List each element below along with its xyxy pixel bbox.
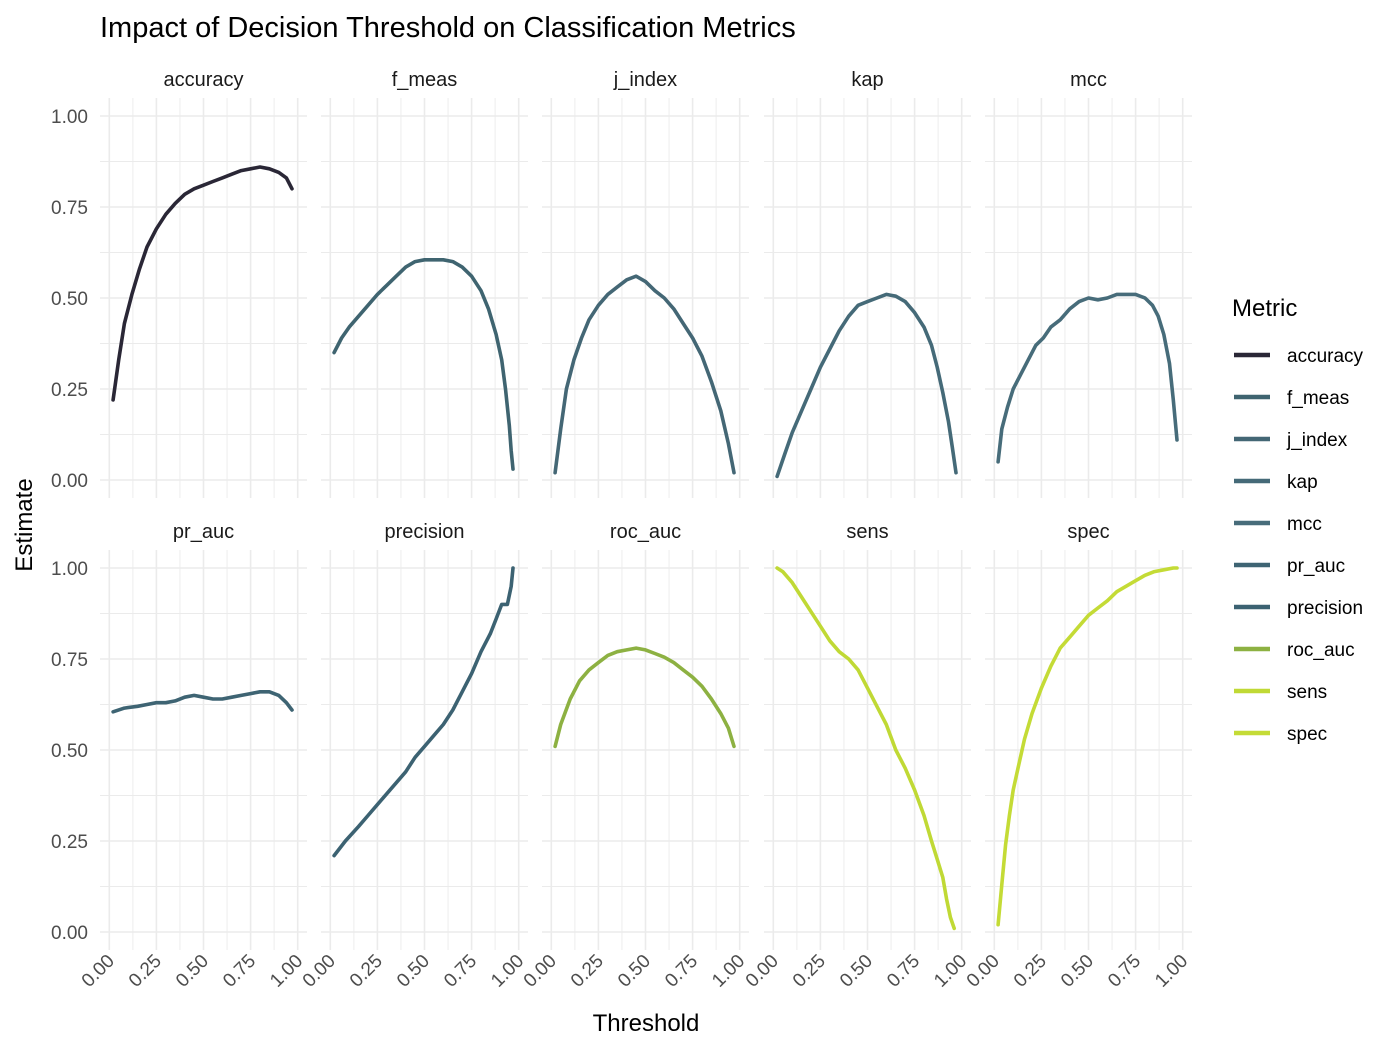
legend-item-mcc: mcc — [1234, 514, 1322, 535]
facet-panel-mcc: mcc — [985, 69, 1192, 498]
facet-panel-sens: sens 0.00 0.25 0.50 0.75 1.00 — [742, 521, 971, 992]
facet-label-f_meas: f_meas — [392, 69, 458, 91]
legend-label-f_meas: f_meas — [1287, 388, 1349, 409]
legend-title: Metric — [1232, 295, 1297, 322]
series-line-kap — [775, 292, 958, 479]
x-axis-title: Threshold — [593, 1010, 700, 1037]
x-tick-label: 0.75 — [1104, 951, 1145, 992]
legend-item-f_meas: f_meas — [1234, 388, 1349, 409]
legend-item-roc_auc: roc_auc — [1234, 640, 1355, 661]
facet-label-accuracy: accuracy — [163, 69, 243, 91]
x-tick-label: 0.00 — [963, 951, 1004, 992]
series-line-sens — [775, 566, 957, 931]
facet-panel-roc_auc: roc_auc 0.00 0.25 0.50 0.75 1.00 — [520, 521, 749, 992]
series-line-accuracy — [111, 165, 294, 402]
facet-label-mcc: mcc — [1070, 69, 1107, 91]
facet-label-kap: kap — [851, 69, 883, 91]
x-tick-label: 0.50 — [172, 951, 213, 992]
series-line-roc_auc — [553, 646, 736, 749]
y-axis-title: Estimate — [11, 478, 38, 571]
y-tick-label: 0.25 — [51, 832, 88, 853]
x-tick-label: 0.25 — [125, 951, 166, 992]
x-tick-label: 0.50 — [1057, 951, 1098, 992]
facet-panel-kap: kap — [764, 69, 971, 498]
x-tick-label: 0.75 — [661, 951, 702, 992]
legend-label-precision: precision — [1287, 598, 1363, 619]
facet-label-sens: sens — [846, 521, 888, 543]
chart-title: Impact of Decision Threshold on Classifi… — [100, 12, 796, 44]
series-line-f_meas — [332, 257, 515, 471]
x-tick-label: 0.25 — [567, 951, 608, 992]
series-line-precision — [332, 566, 515, 858]
facet-panel-spec: spec 0.00 0.25 0.50 0.75 1.00 — [963, 521, 1192, 992]
y-tick-label: 0.50 — [51, 741, 88, 762]
x-tick-label: 0.25 — [346, 951, 387, 992]
legend-item-accuracy: accuracy — [1234, 346, 1364, 367]
x-tick-label: 0.25 — [1010, 951, 1051, 992]
legend-item-pr_auc: pr_auc — [1234, 556, 1345, 577]
y-tick-label: 0.75 — [51, 650, 88, 671]
x-tick-label: 0.75 — [219, 951, 260, 992]
legend-label-roc_auc: roc_auc — [1287, 640, 1355, 661]
legend-item-precision: precision — [1234, 598, 1363, 619]
x-tick-label: 0.00 — [742, 951, 783, 992]
y-tick-label: 0.50 — [51, 289, 88, 310]
y-tick-label: 1.00 — [51, 107, 88, 128]
facet-label-roc_auc: roc_auc — [610, 521, 681, 543]
facet-panel-f_meas: f_meas — [321, 69, 528, 498]
series-line-mcc — [996, 292, 1179, 464]
legend-item-kap: kap — [1234, 472, 1318, 493]
legend-item-spec: spec — [1234, 724, 1327, 745]
x-tick-label: 0.25 — [789, 951, 830, 992]
x-tick-label: 0.50 — [393, 951, 434, 992]
legend-label-spec: spec — [1287, 724, 1327, 745]
facet-panel-accuracy: accuracy 0.00 0.25 0.50 0.75 1.00 — [51, 69, 307, 498]
facet-label-spec: spec — [1067, 521, 1109, 543]
x-tick-label: 0.00 — [78, 951, 119, 992]
legend-label-j_index: j_index — [1286, 430, 1348, 451]
y-tick-label: 1.00 — [51, 559, 88, 580]
x-tick-label: 1.00 — [708, 951, 749, 992]
x-tick-label: 1.00 — [930, 951, 971, 992]
facet-panel-j_index: j_index — [542, 69, 749, 498]
x-tick-label: 0.75 — [883, 951, 924, 992]
x-tick-label: 1.00 — [266, 951, 307, 992]
x-tick-label: 0.00 — [299, 951, 340, 992]
facet-label-pr_auc: pr_auc — [173, 521, 234, 543]
facet-panel-precision: precision 0.00 0.25 0.50 0.75 1.00 — [299, 521, 528, 992]
facet-label-precision: precision — [384, 521, 464, 543]
y-tick-label: 0.00 — [51, 471, 88, 492]
series-line-pr_auc — [111, 689, 294, 714]
x-tick-label: 0.75 — [440, 951, 481, 992]
y-tick-label: 0.75 — [51, 198, 88, 219]
legend-item-sens: sens — [1234, 682, 1327, 703]
x-tick-label: 0.50 — [836, 951, 877, 992]
legend-label-pr_auc: pr_auc — [1287, 556, 1345, 577]
legend-label-kap: kap — [1287, 472, 1318, 493]
x-tick-label: 0.50 — [614, 951, 655, 992]
legend-label-accuracy: accuracy — [1287, 346, 1364, 367]
y-tick-label: 0.00 — [51, 923, 88, 944]
legend-label-sens: sens — [1287, 682, 1327, 703]
facet-label-j_index: j_index — [613, 69, 677, 91]
legend-item-j_index: j_index — [1234, 430, 1348, 451]
x-tick-label: 1.00 — [487, 951, 528, 992]
x-tick-label: 0.00 — [520, 951, 561, 992]
legend-label-mcc: mcc — [1287, 514, 1322, 535]
series-line-spec — [996, 566, 1179, 927]
y-tick-label: 0.25 — [51, 380, 88, 401]
x-tick-label: 1.00 — [1151, 951, 1192, 992]
series-line-j_index — [553, 274, 736, 475]
